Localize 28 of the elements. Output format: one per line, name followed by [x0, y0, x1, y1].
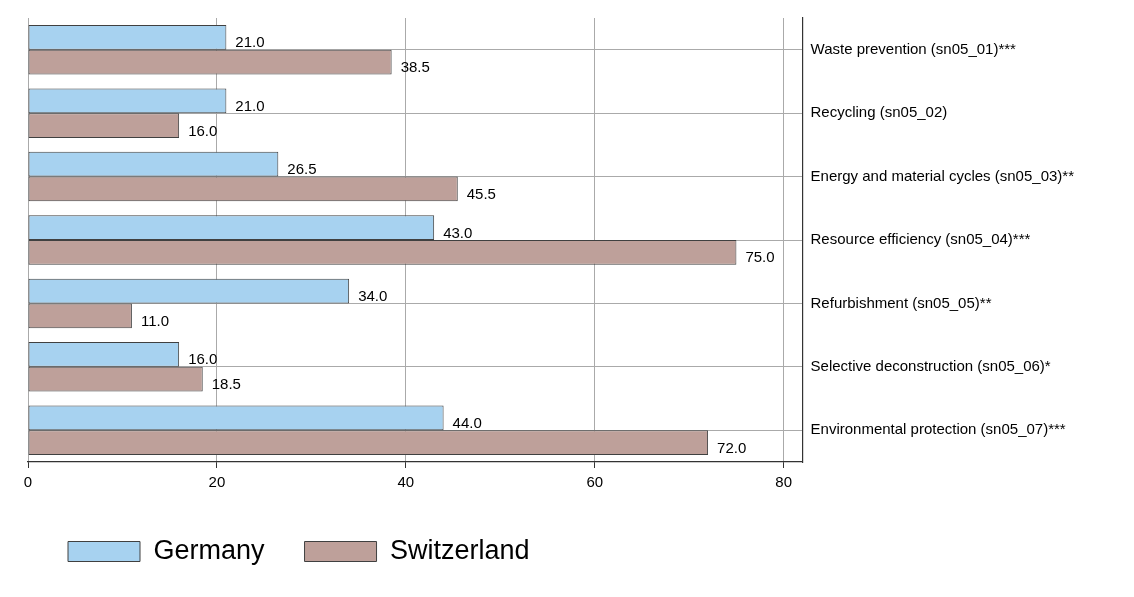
data-label: 21.0	[235, 33, 265, 51]
x-tick-label: 0	[23, 473, 33, 491]
data-label: 38.5	[400, 58, 430, 76]
data-label: 18.5	[211, 375, 241, 393]
y-tick-label: Energy and material cycles (sn05_03)**	[810, 166, 1075, 184]
legend-label: Switzerland	[390, 534, 530, 565]
data-label: 45.5	[466, 184, 496, 202]
data-label: 44.0	[452, 413, 482, 431]
data-label: 16.0	[188, 350, 218, 368]
data-label: 43.0	[443, 223, 473, 241]
data-label: 16.0	[188, 121, 218, 139]
data-label: 21.0	[235, 96, 265, 114]
data-label: 11.0	[140, 311, 169, 329]
data-label: 75.0	[745, 248, 775, 266]
data-label: 26.5	[287, 160, 317, 178]
legend-label: Germany	[153, 534, 266, 565]
x-tick-label: 20	[208, 473, 226, 491]
y-tick-label: Resource efficiency (sn05_04)***	[810, 230, 1031, 248]
y-tick-label: Waste prevention (sn05_01)***	[810, 39, 1017, 57]
y-tick-label: Refurbishment (sn05_05)**	[810, 293, 992, 311]
x-tick-label: 60	[586, 473, 604, 491]
x-tick-label: 80	[775, 473, 792, 491]
y-tick-label: Environmental protection (sn05_07)***	[810, 420, 1066, 438]
data-label: 72.0	[717, 438, 747, 456]
data-label: 34.0	[358, 287, 388, 305]
y-tick-label: Selective deconstruction (sn05_06)*	[810, 357, 1051, 374]
y-tick-label: Recycling (sn05_02)	[810, 103, 948, 121]
x-tick-label: 40	[397, 473, 415, 491]
